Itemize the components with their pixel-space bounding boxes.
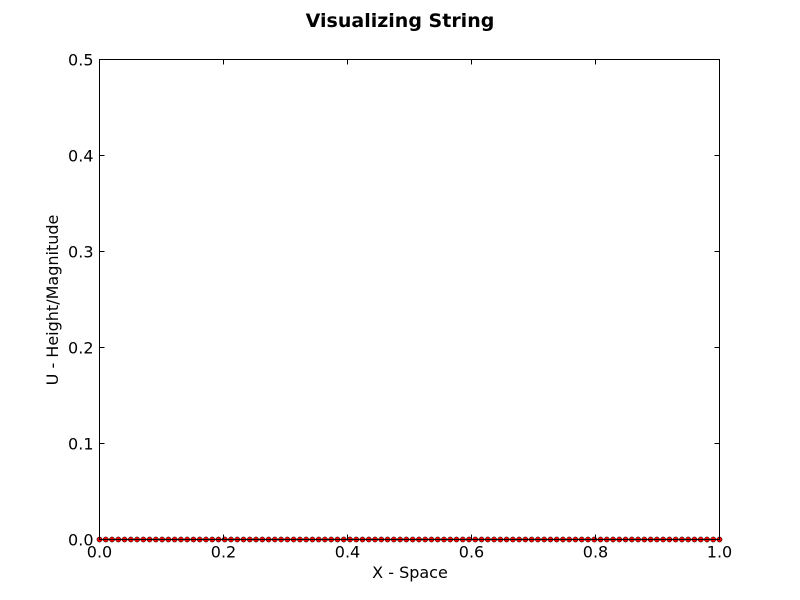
y-tick-label: 0.0 — [68, 531, 93, 550]
plot-area — [99, 59, 720, 540]
chart-title: Visualizing String — [306, 10, 495, 32]
y-tick-label: 0.5 — [68, 51, 93, 70]
x-tick-label: 0.2 — [211, 543, 236, 562]
y-tick-label: 0.2 — [68, 339, 93, 358]
x-axis: 0.0 0.2 0.4 0.6 0.8 1.0 — [87, 59, 732, 562]
x-axis-label: X - Space — [372, 563, 448, 582]
x-tick-label: 0.4 — [335, 543, 360, 562]
y-axis: 0.0 0.1 0.2 0.3 0.4 0.5 — [68, 51, 720, 550]
y-tick-label: 0.4 — [68, 147, 93, 166]
y-tick-label: 0.3 — [68, 243, 93, 262]
y-axis-label: U - Height/Magnitude — [43, 215, 62, 386]
plot-frame — [99, 59, 720, 540]
x-tick-label: 1.0 — [707, 543, 732, 562]
y-tick-label: 0.1 — [68, 435, 93, 454]
x-tick-label: 0.6 — [459, 543, 484, 562]
x-tick-label: 0.0 — [87, 543, 112, 562]
x-tick-label: 0.8 — [583, 543, 608, 562]
